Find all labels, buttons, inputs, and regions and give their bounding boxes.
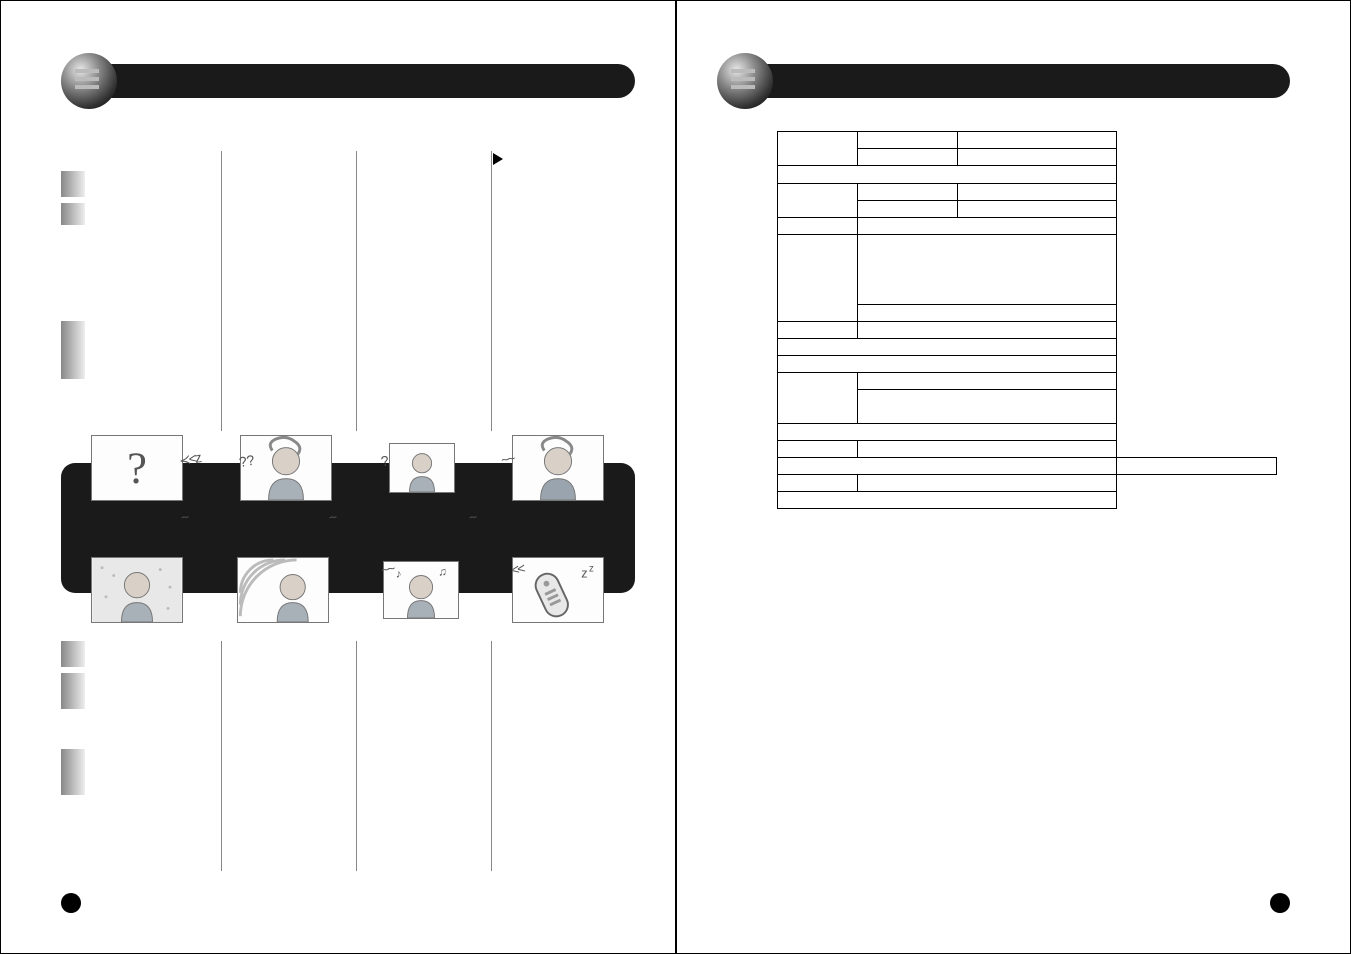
table-row	[777, 218, 1276, 235]
svg-text:z: z	[582, 566, 588, 580]
left-body: ?	[61, 151, 635, 911]
table-row	[777, 339, 1276, 356]
table-cell	[777, 458, 1117, 475]
image-strip: ?	[61, 441, 635, 621]
table-row	[777, 492, 1276, 509]
vline	[356, 151, 357, 431]
table-cell	[857, 475, 1117, 492]
zig-mark: ~~	[500, 450, 515, 468]
table-cell	[777, 424, 1117, 441]
zig-mark: ~~	[380, 560, 395, 578]
table-cell	[777, 235, 857, 322]
table-row	[777, 475, 1276, 492]
thumb-remote-zzz: z z	[512, 557, 604, 623]
spec-table	[777, 131, 1277, 509]
table-row	[777, 322, 1276, 339]
vline	[491, 151, 492, 431]
table-row	[777, 235, 1276, 305]
strip-row-bottom: ♪ ♫	[61, 557, 635, 623]
side-tab	[61, 641, 85, 667]
table-cell	[777, 339, 1117, 356]
spread: ?	[0, 0, 1351, 954]
table-cell	[777, 441, 857, 458]
table-row	[777, 166, 1276, 184]
lower-columns	[61, 641, 635, 871]
page-number-bullet	[61, 893, 81, 913]
vline	[221, 151, 222, 431]
table-cell	[777, 373, 857, 424]
thumb-person-1	[240, 435, 332, 501]
table-row	[777, 373, 1276, 390]
upper-columns	[61, 151, 635, 431]
left-page: ?	[0, 0, 676, 954]
left-header	[61, 51, 635, 111]
menu-disc-icon	[61, 53, 117, 109]
page-number-bullet	[1270, 893, 1290, 913]
table-cell	[857, 132, 957, 149]
table-cell	[777, 166, 1117, 184]
thumb-person-music: ♪ ♫	[383, 561, 459, 619]
table-cell	[857, 235, 1117, 305]
vline	[491, 641, 492, 871]
zig-mark: ≺<z	[178, 449, 202, 469]
thumb-person-noise	[91, 557, 183, 623]
table-cell	[777, 356, 1117, 373]
side-tab	[61, 171, 85, 197]
header-bar	[745, 64, 1291, 98]
thumb-question: ?	[91, 435, 183, 501]
vline	[221, 641, 222, 871]
table-cell	[957, 132, 1117, 149]
table-cell	[777, 132, 857, 166]
table-cell	[777, 492, 1117, 509]
svg-text:♫: ♫	[438, 567, 447, 579]
table-cell	[857, 201, 957, 218]
table-cell	[1117, 458, 1277, 475]
vline	[356, 641, 357, 871]
svg-text:?: ?	[127, 443, 147, 493]
table-row	[777, 458, 1276, 475]
table-row	[777, 132, 1276, 149]
table-cell	[777, 184, 857, 218]
zig-mark: <<	[510, 560, 525, 578]
side-tab	[61, 321, 85, 379]
table-cell	[857, 218, 1117, 235]
table-cell	[857, 184, 957, 201]
table-row	[777, 424, 1276, 441]
zig-mark: ? ?	[238, 452, 254, 470]
table-cell	[857, 390, 1117, 424]
side-tab	[61, 203, 85, 225]
table-cell	[957, 201, 1117, 218]
table-cell	[957, 184, 1117, 201]
table-cell	[777, 218, 857, 235]
header-bar	[89, 64, 635, 98]
table-row	[777, 184, 1276, 201]
table-cell	[777, 322, 857, 339]
table-cell	[857, 441, 1117, 458]
right-page	[676, 0, 1351, 954]
svg-text:♪: ♪	[396, 568, 402, 580]
thumb-person-2	[512, 435, 604, 501]
table-cell	[857, 305, 1117, 322]
menu-disc-icon	[717, 53, 773, 109]
thumb-person-small	[389, 443, 455, 493]
table-cell	[857, 373, 1117, 390]
thumb-person-waves	[237, 557, 329, 623]
table-row	[777, 441, 1276, 458]
strip-row-top: ?	[61, 435, 635, 501]
side-tab	[61, 749, 85, 795]
table-cell	[777, 475, 857, 492]
right-header	[717, 51, 1291, 111]
table-cell	[857, 149, 957, 166]
side-tab	[61, 673, 85, 709]
table-cell	[957, 149, 1117, 166]
table-cell	[857, 322, 1117, 339]
table-row	[777, 356, 1276, 373]
svg-text:z: z	[590, 564, 595, 575]
